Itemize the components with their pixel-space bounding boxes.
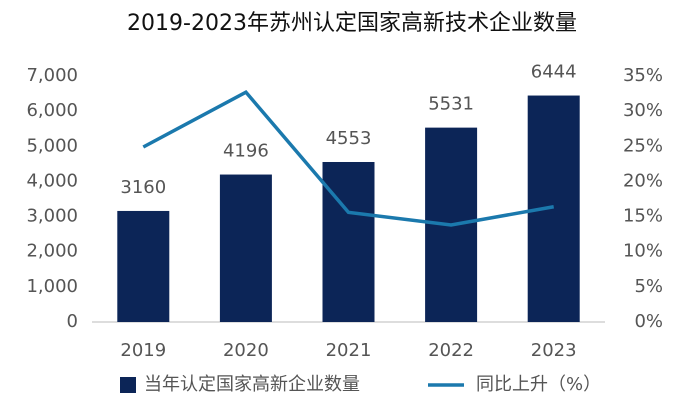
chart-title: 2019-2023年苏州认定国家高新技术企业数量 <box>127 11 577 36</box>
legend-label: 当年认定国家高新企业数量 <box>144 374 360 395</box>
y-tick-label: 3,000 <box>26 206 78 227</box>
x-tick-label: 2020 <box>223 340 269 361</box>
y-tick-label: 7,000 <box>26 65 78 86</box>
y2-tick-label: 30% <box>623 100 663 121</box>
x-tick-label: 2021 <box>326 340 372 361</box>
y2-tick-label: 25% <box>623 135 663 156</box>
data-label: 4196 <box>223 141 269 162</box>
data-label: 5531 <box>428 94 474 115</box>
bar <box>117 210 170 322</box>
bar <box>322 161 375 322</box>
data-label: 4553 <box>326 128 372 149</box>
legend-swatch <box>120 377 136 393</box>
data-label: 3160 <box>120 177 166 198</box>
x-tick-label: 2019 <box>120 340 166 361</box>
y-tick-label: 5,000 <box>26 135 78 156</box>
y2-tick-label: 35% <box>623 65 663 86</box>
y-tick-label: 1,000 <box>26 276 78 297</box>
x-tick-label: 2023 <box>531 340 577 361</box>
data-label: 6444 <box>531 62 577 83</box>
y2-tick-label: 10% <box>623 241 663 262</box>
y-tick-label: 4,000 <box>26 170 78 191</box>
y2-tick-label: 5% <box>634 276 663 297</box>
legend-label: 同比上升（%） <box>476 374 601 395</box>
line <box>142 89 555 227</box>
y2-tick-label: 20% <box>623 170 663 191</box>
y-tick-label: 6,000 <box>26 100 78 121</box>
y2-tick-label: 0% <box>634 311 663 332</box>
x-tick-label: 2022 <box>428 340 474 361</box>
y2-tick-label: 15% <box>623 206 663 227</box>
bar <box>219 174 272 322</box>
y-tick-label: 0 <box>67 311 78 332</box>
y-tick-label: 2,000 <box>26 241 78 262</box>
